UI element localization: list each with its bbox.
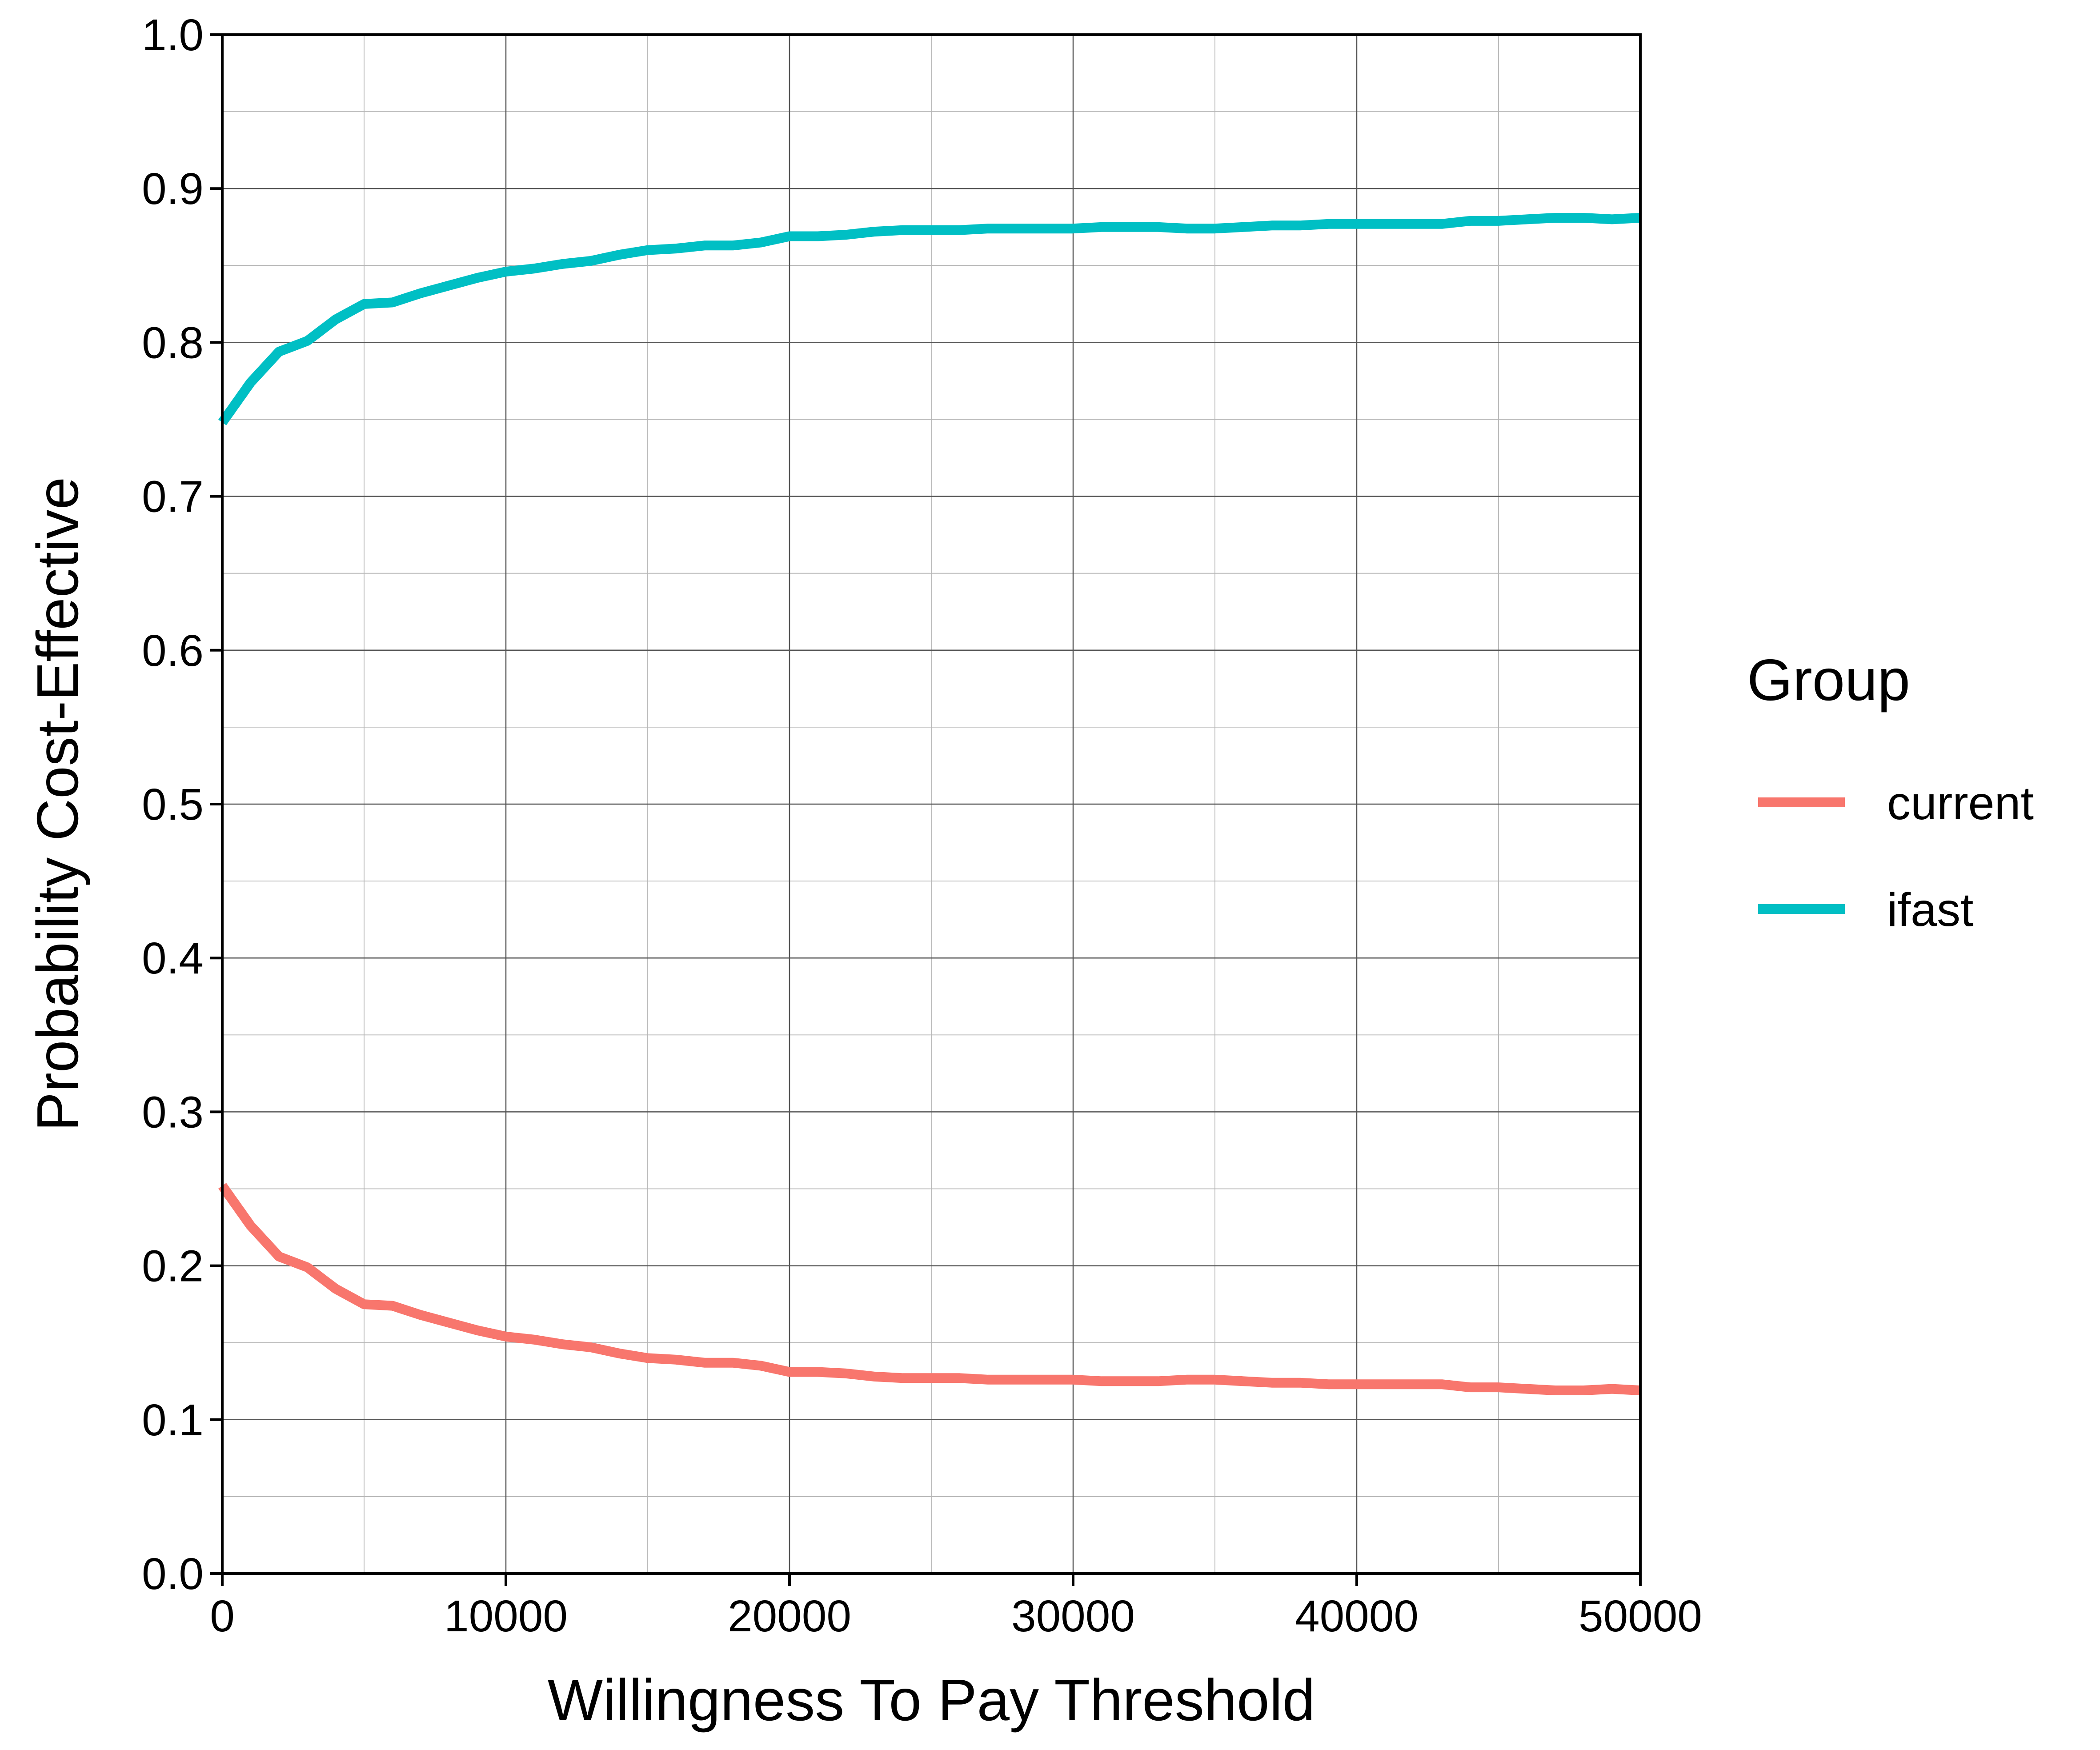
y-axis-title: Probability Cost-Effective <box>25 477 90 1131</box>
y-tick-label: 0.7 <box>142 472 204 522</box>
x-axis: 0 10000 20000 30000 40000 50000 <box>210 1574 1702 1641</box>
y-tick-label: 0.0 <box>142 1549 204 1599</box>
x-tick-label: 0 <box>210 1591 235 1641</box>
x-tick-label: 40000 <box>1295 1591 1419 1641</box>
y-tick-label: 0.3 <box>142 1087 204 1137</box>
y-tick-label: 0.6 <box>142 626 204 676</box>
series-line-ifast <box>218 213 1641 425</box>
legend-items: current ifast <box>1758 777 2034 936</box>
x-axis-title: Willingness To Pay Threshold <box>548 1667 1315 1733</box>
y-tick-label: 0.9 <box>142 164 204 214</box>
y-tick-label: 0.5 <box>142 780 204 829</box>
x-tick-label: 20000 <box>728 1591 851 1641</box>
x-tick-label: 10000 <box>444 1591 568 1641</box>
x-tick-label: 30000 <box>1011 1591 1135 1641</box>
series-lines <box>218 213 1641 1395</box>
series-line-current <box>218 1183 1641 1395</box>
y-tick-label: 0.2 <box>142 1241 204 1291</box>
y-tick-label: 0.8 <box>142 318 204 368</box>
legend-title: Group <box>1747 647 1910 713</box>
legend: Group current ifast <box>1747 647 2034 936</box>
x-tick-label: 50000 <box>1579 1591 1702 1641</box>
legend-label-current: current <box>1887 777 2034 829</box>
y-tick-label: 0.4 <box>142 933 204 983</box>
y-tick-label: 1.0 <box>142 10 204 60</box>
y-tick-label: 0.1 <box>142 1395 204 1445</box>
y-axis: 0.0 0.1 0.2 0.3 0.4 0.5 0.6 0.7 0.8 0.9 1.0 <box>142 10 222 1599</box>
legend-label-ifast: ifast <box>1887 884 1973 936</box>
